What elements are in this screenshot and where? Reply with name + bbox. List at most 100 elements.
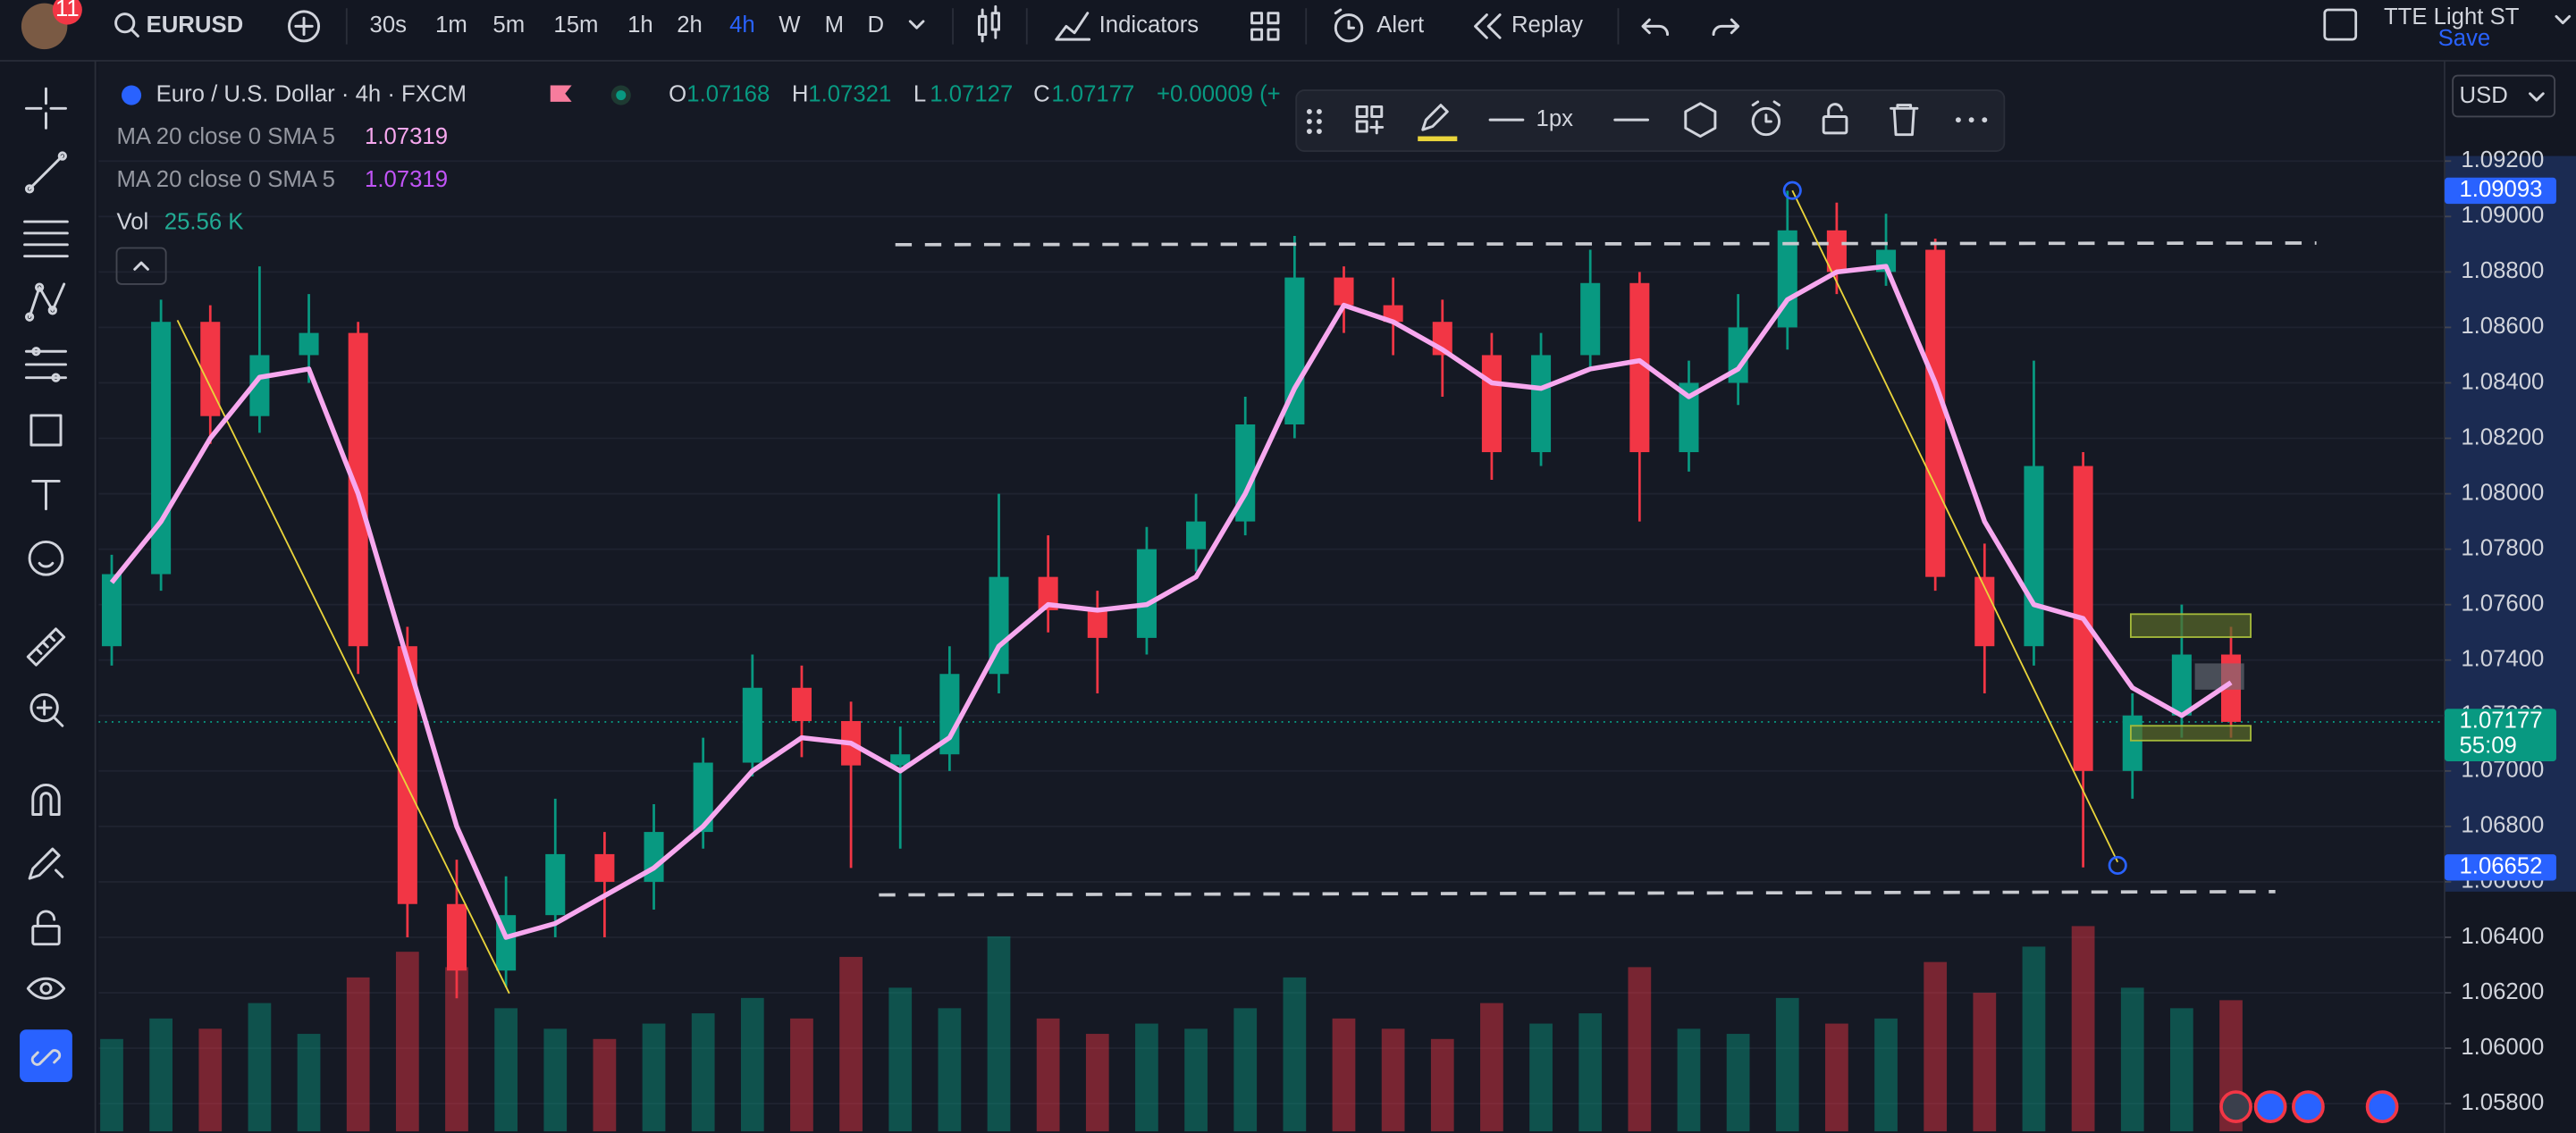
- settings-icon[interactable]: [1684, 102, 1717, 138]
- price-tag: [2444, 709, 2556, 762]
- symbol[interactable]: EURUSD: [147, 13, 244, 38]
- y-tick-label: 1.06200: [2461, 979, 2544, 1004]
- indicators-button[interactable]: Indicators: [1099, 13, 1200, 38]
- color-swatch: [1418, 136, 1458, 142]
- y-tick-label: 1.07800: [2461, 535, 2544, 560]
- line-tool[interactable]: [24, 151, 67, 194]
- lock-tool[interactable]: [31, 910, 61, 946]
- ohlc-key: L: [913, 81, 926, 106]
- interval[interactable]: D: [867, 13, 884, 38]
- alert-button[interactable]: Alert: [1376, 13, 1424, 38]
- handle[interactable]: [1782, 180, 1802, 200]
- volume-name[interactable]: Vol: [116, 210, 148, 235]
- replay-icon[interactable]: [1474, 13, 1502, 39]
- volume-bar: [1775, 997, 1799, 1132]
- volume-bar: [1578, 1013, 1603, 1132]
- fib-tool[interactable]: [23, 220, 69, 258]
- event-flag[interactable]: [2253, 1090, 2287, 1123]
- trend-line[interactable]: [1791, 189, 2119, 863]
- hide-tool[interactable]: [26, 977, 66, 1000]
- box[interactable]: [2129, 613, 2252, 638]
- link-icon: [30, 1049, 62, 1066]
- legend: Euro / U.S. Dollar · 4h · FXCM O 1.07168 H…: [115, 81, 1281, 285]
- handle[interactable]: [2108, 855, 2127, 876]
- undo-button[interactable]: [1641, 18, 1670, 37]
- box[interactable]: [2129, 725, 2252, 742]
- line-width[interactable]: 1px: [1536, 106, 1574, 131]
- trend-line[interactable]: [176, 319, 510, 995]
- candle-body: [791, 687, 812, 721]
- search-icon[interactable]: [114, 13, 139, 38]
- color-icon[interactable]: [1421, 104, 1449, 131]
- study-name[interactable]: MA 20 close 0 SMA 5: [116, 167, 334, 192]
- volume-bar: [100, 1038, 123, 1132]
- templates-button[interactable]: [1250, 12, 1280, 41]
- layout-checkbox[interactable]: [2323, 8, 2358, 41]
- volume-bar: [839, 956, 863, 1132]
- currency[interactable]: USD: [2460, 83, 2508, 108]
- draw-mode-tool[interactable]: [28, 847, 64, 880]
- magnet-tool[interactable]: [31, 784, 61, 816]
- y-tick-label: 1.08200: [2461, 424, 2544, 449]
- indicators-icon[interactable]: [1055, 12, 1091, 41]
- study-value: 1.07319: [365, 124, 448, 149]
- candle-body: [1974, 576, 1995, 647]
- volume-bar: [1677, 1028, 1701, 1132]
- forecast-tool[interactable]: [24, 347, 67, 382]
- chart-type-button[interactable]: [977, 4, 1000, 43]
- text-tool[interactable]: [31, 479, 61, 511]
- measure-tool[interactable]: [26, 627, 66, 667]
- price-tag: [2444, 177, 2556, 205]
- flag[interactable]: [550, 85, 572, 102]
- candle-body: [299, 332, 319, 356]
- compare-button[interactable]: [288, 10, 321, 43]
- event-flag[interactable]: [2292, 1090, 2325, 1123]
- interval[interactable]: 2h: [677, 13, 703, 38]
- currency-button[interactable]: [2452, 74, 2556, 118]
- candle-body: [1679, 382, 1699, 453]
- templates-icon[interactable]: [1355, 105, 1385, 135]
- interval[interactable]: W: [779, 13, 801, 38]
- volume-bar: [1924, 961, 1948, 1132]
- more-icon[interactable]: [1955, 117, 1988, 123]
- interval-menu[interactable]: [908, 20, 925, 29]
- layout-name[interactable]: TTE Light ST: [2384, 4, 2520, 29]
- delete-icon[interactable]: [1890, 104, 1919, 137]
- horizontal-line[interactable]: [895, 241, 2317, 247]
- interval[interactable]: 4h: [729, 13, 755, 38]
- alert-icon[interactable]: [1334, 8, 1364, 43]
- redo-button[interactable]: [1712, 18, 1740, 37]
- interval[interactable]: 30s: [370, 13, 407, 38]
- interval[interactable]: 5m: [492, 13, 525, 38]
- interval[interactable]: M: [825, 13, 844, 38]
- crosshair-tool[interactable]: [24, 87, 67, 130]
- layout-menu[interactable]: [2555, 14, 2572, 25]
- box[interactable]: [2194, 663, 2244, 690]
- candle-body: [1826, 230, 1847, 273]
- ohlc-value: 1.07321: [808, 81, 891, 106]
- emoji-tool[interactable]: [28, 540, 64, 576]
- event-flag[interactable]: [2365, 1090, 2399, 1123]
- ohlc-key: C: [1033, 81, 1050, 106]
- interval[interactable]: 15m: [553, 13, 598, 38]
- study-name[interactable]: MA 20 close 0 SMA 5: [116, 124, 334, 149]
- interval[interactable]: 1m: [435, 13, 467, 38]
- volume-bar: [1085, 1034, 1109, 1132]
- price-tag-label: 1.07177: [2460, 709, 2543, 734]
- interval[interactable]: 1h: [627, 13, 653, 38]
- horizontal-line[interactable]: [879, 890, 2276, 897]
- replay-button[interactable]: Replay: [1511, 13, 1583, 38]
- collapse-button[interactable]: [115, 247, 167, 285]
- pattern-tool[interactable]: [24, 282, 66, 322]
- zoom-tool[interactable]: [29, 692, 64, 727]
- save-button[interactable]: Save: [2438, 26, 2491, 51]
- ohlc-value: 1.07168: [686, 81, 770, 106]
- event-flag[interactable]: [2219, 1090, 2252, 1123]
- volume-bar: [1036, 1018, 1060, 1132]
- shape-tool[interactable]: [29, 414, 63, 447]
- lock-icon[interactable]: [1822, 103, 1848, 135]
- alert-icon[interactable]: [1751, 100, 1781, 137]
- drag-handle[interactable]: [1306, 109, 1322, 134]
- ohlc-key: H: [792, 81, 809, 106]
- volume-bar: [2022, 946, 2046, 1132]
